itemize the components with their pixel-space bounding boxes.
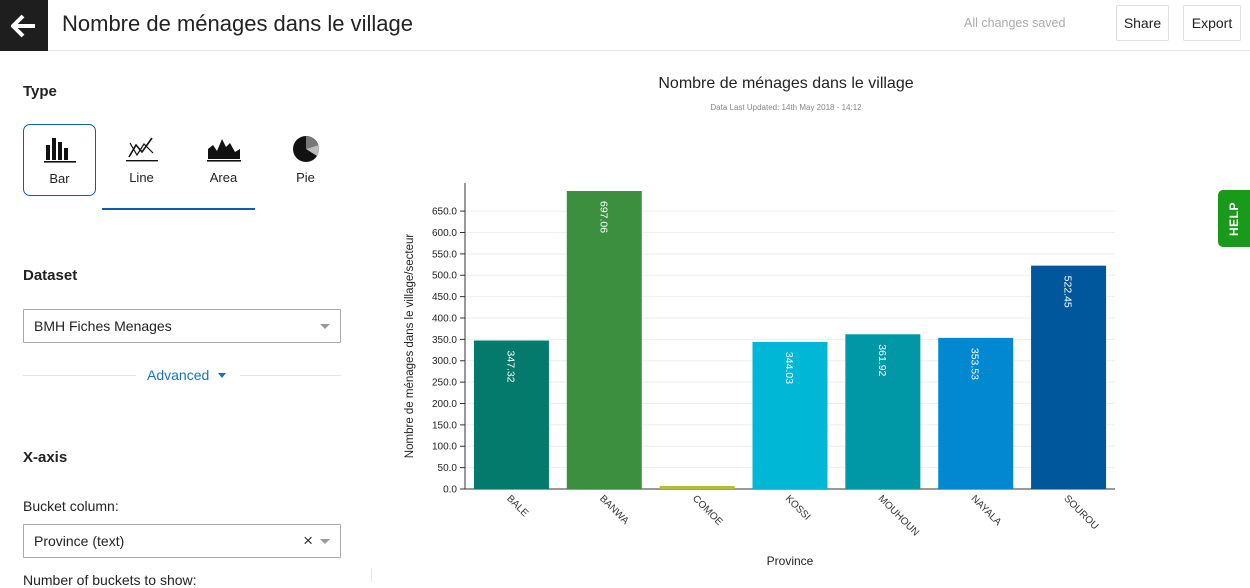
line-chart-icon [125,134,158,164]
type-option-area[interactable]: Area [187,124,260,196]
bucket-column-value: Province (text) [34,533,125,549]
bar-data-label: 353.53 [969,348,981,380]
chevron-down-icon [320,539,330,544]
y-tick-label: 100.0 [432,442,457,453]
advanced-label: Advanced [147,367,210,383]
clear-icon[interactable]: × [303,531,313,550]
arrow-left-icon [11,14,35,37]
dataset-heading: Dataset [23,267,78,284]
y-tick-label: 150.0 [432,420,457,431]
y-axis-title: Nombre de ménages dans le village/secteu… [404,234,416,459]
y-tick-label: 650.0 [432,207,457,218]
y-tick-label: 400.0 [432,313,457,324]
advanced-toggle[interactable]: Advanced [147,367,227,383]
bucket-column-select[interactable]: Province (text) × [23,524,341,558]
y-tick-label: 200.0 [432,399,457,410]
x-tick-label: NAYALA [969,493,1004,528]
y-tick-label: 500.0 [432,271,457,282]
divider [240,375,341,376]
y-tick-label: 250.0 [432,378,457,389]
dataset-select-value: BMH Fiches Menages [34,318,172,334]
bar [845,334,921,489]
bar [752,341,828,489]
bar [659,486,735,489]
type-heading: Type [23,83,57,100]
share-button[interactable]: Share [1116,5,1169,41]
bar-data-label: 522.45 [1062,276,1074,308]
chevron-down-icon [320,324,330,329]
top-bar: Nombre de ménages dans le village All ch… [0,0,1250,51]
y-tick-label: 0.0 [443,485,457,496]
x-tick-label: MOUHOUN [876,493,921,538]
type-option-line[interactable]: Line [105,124,178,196]
y-tick-label: 50.0 [438,463,458,474]
chart-subtitle: Data Last Updated: 14th May 2018 - 14:12 [710,103,862,112]
x-axis-title: Province [767,554,814,568]
page-title[interactable]: Nombre de ménages dans le village [62,11,413,36]
x-tick-label: KOSSI [783,493,812,522]
bar-chart-icon [43,135,76,165]
save-status: All changes saved [964,16,1066,30]
num-buckets-label: Number of buckets to show: [23,572,197,588]
x-tick-label: SOUROU [1061,493,1100,532]
back-button[interactable] [0,0,48,51]
x-tick-label: BALE [504,493,530,519]
bar-data-label: 697.06 [597,201,609,233]
bar [473,340,549,489]
help-label: HELP [1227,201,1242,236]
sidebar: Type Bar Line [0,51,372,588]
divider [23,375,136,376]
sidebar-divider [371,568,372,582]
bar [938,337,1014,489]
bar-data-label: 347.32 [504,351,516,383]
bar-data-label: 361.92 [876,344,888,376]
type-option-label: Pie [296,170,315,185]
y-tick-label: 600.0 [432,228,457,239]
type-option-pie[interactable]: Pie [269,124,342,196]
y-tick-label: 450.0 [432,292,457,303]
type-option-label: Area [209,170,238,185]
type-option-bar[interactable]: Bar [23,124,96,196]
help-tab[interactable]: HELP [1218,190,1250,247]
y-tick-label: 350.0 [432,335,457,346]
bar-chart: 0.0 50.0 100.0 150.0 200.0 250.0 300.0 350.0 400… [404,183,1115,568]
area-chart-icon [206,134,241,164]
type-hover-underline [102,208,255,210]
type-option-label: Bar [49,171,70,186]
chart-title: Nombre de ménages dans le village [658,75,914,92]
chart-area: Nombre de ménages dans le village Data L… [372,51,1250,582]
y-tick-label: 550.0 [432,249,457,260]
dataset-select[interactable]: BMH Fiches Menages [23,309,341,343]
xaxis-heading: X-axis [23,449,68,466]
caret-down-icon [218,372,227,378]
bucket-column-label: Bucket column: [23,498,119,514]
type-option-label: Line [129,170,154,185]
x-tick-label: BANWA [597,493,631,527]
y-tick-label: 300.0 [432,356,457,367]
bar-data-label: 344.03 [783,352,795,384]
export-button[interactable]: Export [1183,5,1241,41]
bar [1031,265,1107,489]
bar [566,191,642,489]
pie-chart-icon [291,134,321,164]
x-tick-label: COMOE [690,493,725,528]
